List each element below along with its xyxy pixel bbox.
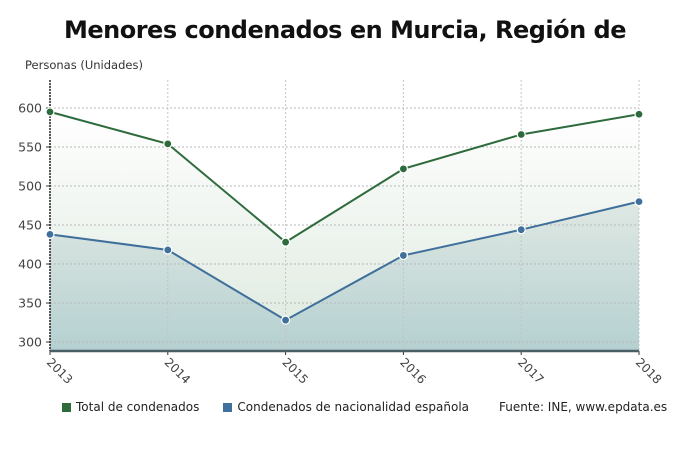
x-tick-label: 2016 <box>397 355 428 386</box>
legend: Total de condenados Condenados de nacion… <box>62 400 690 414</box>
data-point[interactable] <box>634 197 644 207</box>
data-point[interactable] <box>281 315 291 325</box>
y-tick-label: 600 <box>18 101 42 116</box>
data-points <box>45 107 644 325</box>
source-credit: Fuente: INE, www.epdata.es <box>499 400 667 414</box>
data-point[interactable] <box>45 107 55 117</box>
y-tick-label: 500 <box>18 179 42 194</box>
data-point[interactable] <box>516 225 526 235</box>
series-line <box>49 200 640 322</box>
x-tick-label: 2014 <box>162 355 193 386</box>
data-point[interactable] <box>398 250 408 261</box>
source-text: Fuente: INE, www.epdata.es <box>499 400 668 414</box>
x-tick-label: 2018 <box>633 355 664 386</box>
y-tick-label: 300 <box>18 335 42 350</box>
series-lines <box>49 110 640 322</box>
legend-swatch-espanola <box>223 402 233 412</box>
data-point[interactable] <box>634 109 644 119</box>
series-line <box>49 110 640 244</box>
x-tick-label: 2017 <box>515 355 546 386</box>
y-tick-label: 450 <box>18 218 42 233</box>
y-tick-label: 350 <box>18 296 42 311</box>
data-point[interactable] <box>281 237 291 247</box>
data-point[interactable] <box>516 129 526 140</box>
y-tick-label: 400 <box>18 257 42 272</box>
line-chart: 300 350 400 450 500 550 600 2013 2014 2015 2016 201… <box>18 80 664 387</box>
data-point[interactable] <box>45 229 55 239</box>
legend-item-total[interactable]: Total de condenados <box>62 400 199 414</box>
data-point[interactable] <box>398 164 408 174</box>
legend-item-espanola[interactable]: Condenados de nacionalidad española <box>223 400 469 414</box>
legend-label-total: Total de condenados <box>76 400 200 414</box>
x-tick-label: 2015 <box>279 355 310 386</box>
y-axis-label: Personas (Unidades) <box>25 58 143 72</box>
data-point[interactable] <box>163 245 173 255</box>
x-tick-label: 2013 <box>44 355 75 386</box>
legend-label-espanola: Condenados de nacionalidad española <box>237 400 470 414</box>
y-tick-label: 550 <box>18 140 42 155</box>
legend-swatch-total <box>62 402 71 412</box>
area-fills <box>50 111 639 352</box>
data-point[interactable] <box>163 139 173 149</box>
area-fill <box>50 201 639 351</box>
chart-title: Menores condenados en Murcia, Región de <box>63 16 627 44</box>
